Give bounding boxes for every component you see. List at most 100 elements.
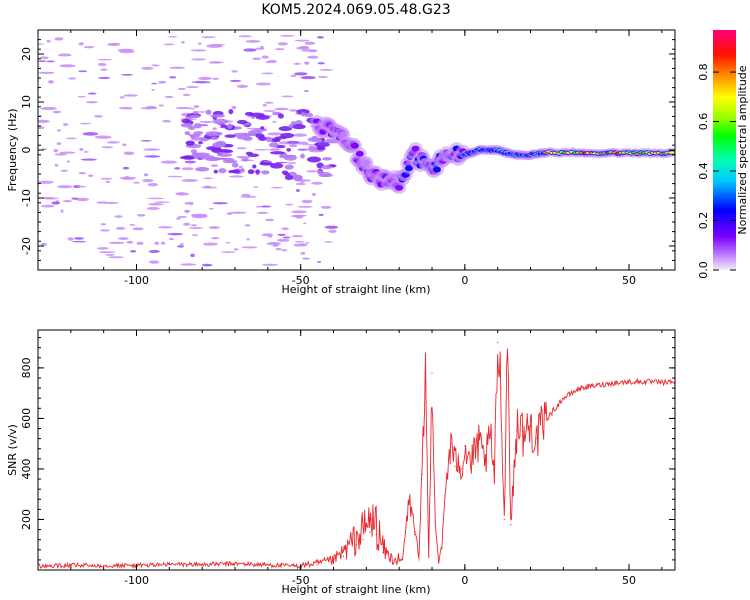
noise-blob — [154, 241, 160, 245]
noise-blob — [232, 169, 241, 174]
noise-blob — [307, 55, 319, 59]
noise-blob — [246, 238, 251, 241]
noise-blob — [181, 167, 194, 171]
noise-blob — [226, 123, 233, 130]
snr-point — [428, 556, 430, 558]
noise-blob — [144, 155, 161, 158]
snr-point — [595, 384, 597, 387]
noise-blob — [83, 151, 89, 153]
noise-blob — [181, 118, 191, 124]
noise-blob — [60, 169, 69, 172]
noise-blob — [180, 263, 197, 266]
noise-blob — [317, 260, 322, 263]
noise-blob — [294, 39, 310, 42]
spectrogram-frame — [37, 29, 676, 271]
noise-blob — [120, 176, 136, 180]
noise-blob — [119, 96, 125, 99]
noise-blob — [184, 160, 196, 164]
noise-blob — [218, 149, 231, 153]
snr-point — [362, 539, 364, 541]
noise-blob — [253, 186, 259, 188]
noise-blob — [317, 169, 322, 175]
noise-blob — [115, 226, 126, 230]
noise-blob — [56, 142, 62, 146]
noise-blob — [255, 133, 265, 139]
noise-blob — [254, 149, 269, 151]
noise-blob — [203, 177, 214, 180]
noise-blob — [208, 226, 221, 229]
noise-blob — [80, 158, 97, 161]
noise-blob — [168, 237, 174, 241]
noise-blob — [67, 237, 74, 241]
noise-blob — [107, 42, 120, 47]
noise-blob — [151, 88, 156, 91]
ridge-outer — [395, 184, 404, 191]
noise-blob — [296, 188, 300, 193]
snr-point — [382, 551, 384, 553]
ridge-outer — [350, 142, 359, 149]
ridge-outer — [432, 166, 441, 173]
noise-blob — [202, 242, 219, 246]
noise-blob — [195, 167, 210, 172]
noise-blob — [40, 106, 57, 111]
noise-blob — [79, 122, 92, 125]
colorbar-tick-label: 0.8 — [697, 63, 710, 81]
noise-blob — [118, 49, 135, 54]
snr-point — [483, 460, 486, 462]
x-tick-label: 50 — [622, 574, 636, 587]
ridge-core — [668, 151, 675, 154]
noise-blob — [160, 160, 178, 164]
noise-blob — [302, 257, 311, 260]
noise-blob — [220, 251, 236, 253]
noise-blob — [208, 61, 222, 64]
noise-blob — [263, 109, 276, 112]
noise-blob — [151, 64, 160, 67]
spectrogram-x-axis-label: Height of straight line (km) — [281, 283, 430, 296]
noise-blob — [252, 164, 257, 169]
noise-blob — [205, 156, 221, 162]
noise-blob — [241, 246, 258, 249]
snr-point — [490, 438, 492, 440]
snr-point — [437, 561, 440, 564]
noise-blob — [218, 168, 227, 174]
noise-blob — [212, 118, 229, 125]
snr-point — [470, 463, 473, 465]
noise-blob — [190, 224, 198, 227]
noise-blob — [294, 72, 308, 76]
noise-blob — [276, 238, 290, 242]
snr-point — [536, 438, 538, 440]
noise-blob — [301, 111, 306, 117]
snr-point — [579, 387, 581, 389]
noise-blob — [39, 56, 49, 60]
noise-blob — [192, 111, 198, 115]
noise-blob — [304, 112, 314, 118]
noise-blob — [312, 192, 316, 196]
noise-blob — [292, 133, 308, 137]
noise-blob — [105, 254, 115, 256]
noise-blob — [181, 41, 185, 44]
noise-blob — [62, 123, 69, 126]
noise-blob — [101, 146, 114, 149]
noise-blob — [252, 57, 262, 61]
noise-blob — [38, 60, 47, 62]
x-tick-label: -100 — [124, 574, 149, 587]
noise-blob — [237, 155, 251, 159]
noise-blob — [300, 76, 316, 80]
noise-blob — [290, 74, 297, 78]
noise-blob — [238, 35, 253, 38]
noise-blob — [229, 79, 242, 82]
noise-blob — [143, 148, 161, 151]
noise-blob — [291, 234, 304, 238]
noise-blob — [288, 124, 293, 128]
snr-point — [457, 453, 459, 455]
noise-blob — [41, 204, 55, 208]
x-tick-label: -50 — [292, 574, 310, 587]
noise-blob — [76, 197, 90, 202]
noise-blob — [240, 195, 257, 198]
noise-blob — [228, 109, 234, 115]
noise-blob — [176, 217, 181, 220]
noise-blob — [59, 151, 76, 154]
noise-blob — [185, 140, 195, 146]
noise-blob — [79, 147, 84, 151]
